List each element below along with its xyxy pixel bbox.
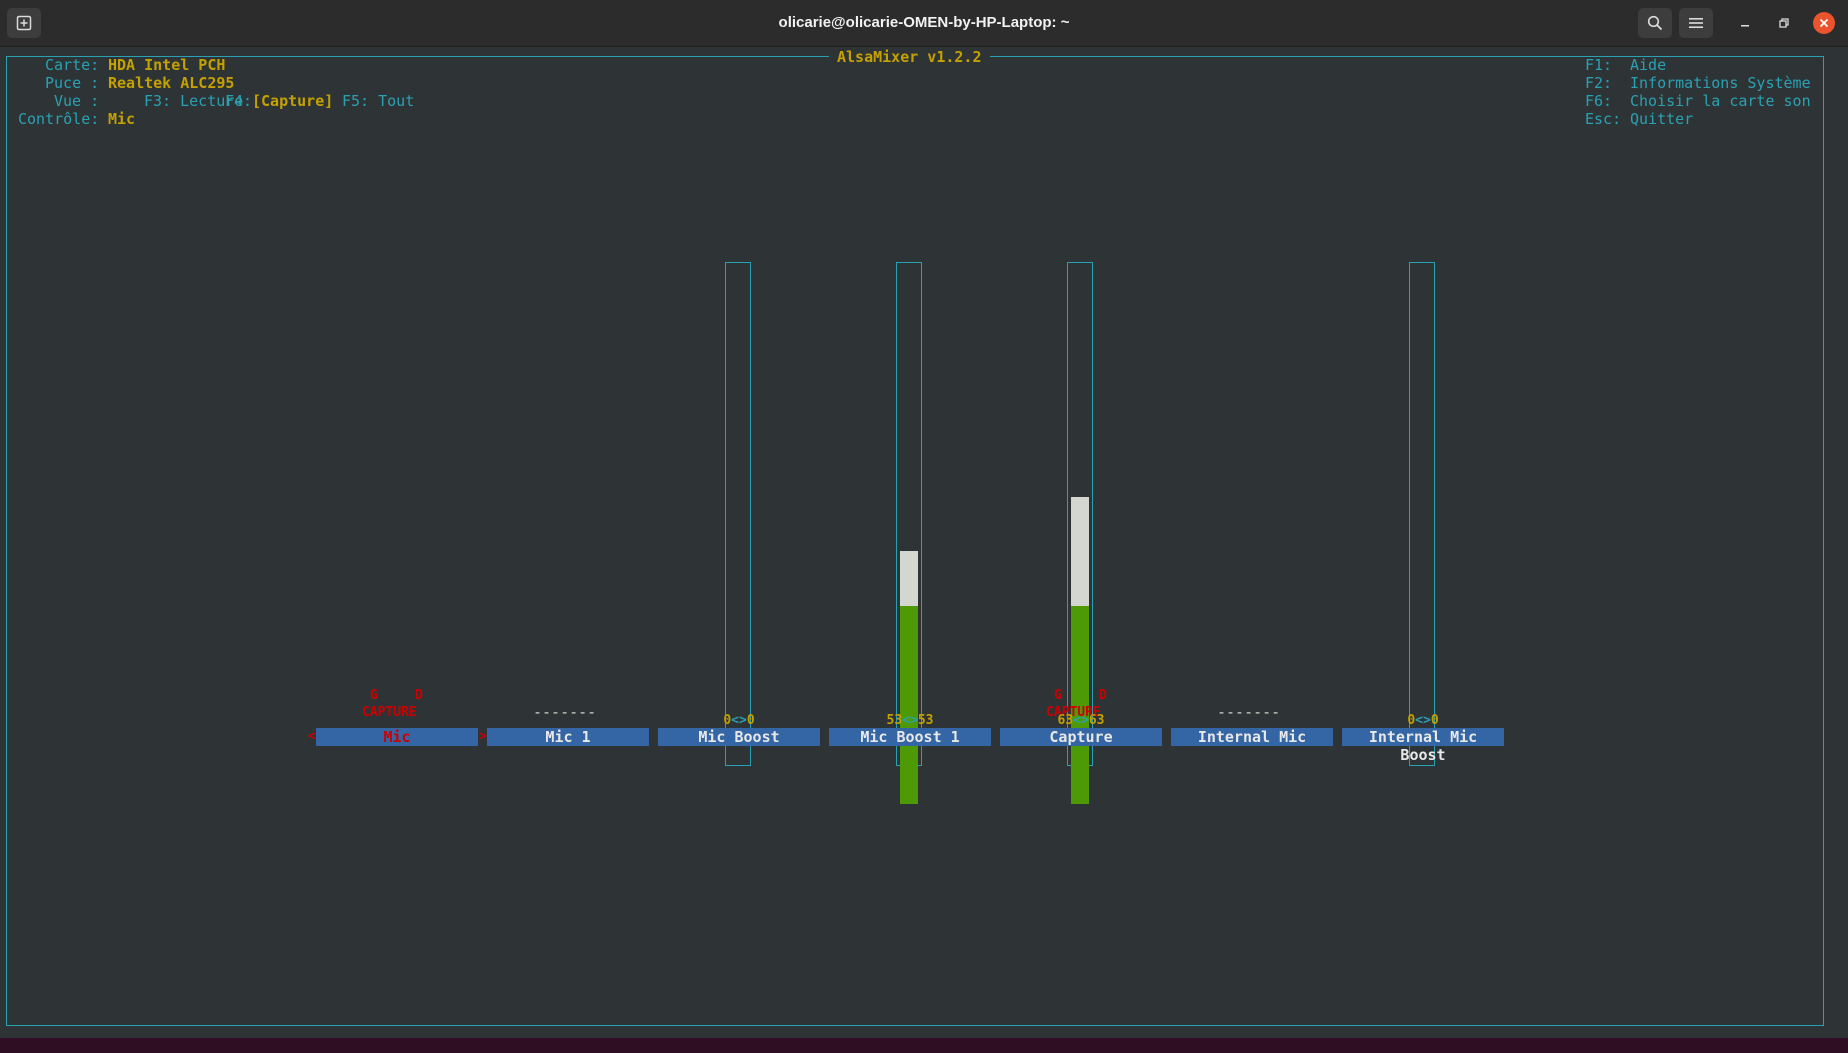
- mic-boost-volume-bar[interactable]: [725, 262, 751, 766]
- channel-mic-boost[interactable]: Mic Boost: [658, 728, 820, 746]
- chip-label: Puce :: [45, 74, 100, 92]
- mic-boost-value-right: 0: [746, 713, 755, 728]
- search-icon: [1647, 15, 1663, 31]
- mic-boost-value-sep: <>: [731, 713, 747, 728]
- help-text-esc: Quitter: [1630, 110, 1694, 128]
- new-tab-icon: [16, 15, 32, 31]
- minimize-icon: [1741, 25, 1749, 27]
- mic-select-left-mark: <: [308, 729, 316, 744]
- card-value: HDA Intel PCH: [108, 56, 226, 74]
- mic-boost-1-value-sep: <>: [902, 713, 918, 728]
- mic-boost-1-level-white: [900, 551, 918, 606]
- channel-capture[interactable]: Capture: [1000, 728, 1162, 746]
- view-f4-key: F4:: [225, 92, 253, 110]
- capture-value-right: 63: [1088, 713, 1105, 728]
- help-key-f2: F2:: [1585, 74, 1613, 92]
- mic-boost-1-level-green: [900, 606, 918, 804]
- mic-lr-right: D: [415, 688, 423, 703]
- window-title: olicarie@olicarie-OMEN-by-HP-Laptop: ~: [778, 14, 1070, 31]
- internal-mic-boost-value: 0<>0: [1342, 713, 1504, 729]
- channel-internal-mic-boost[interactable]: Internal Mic Boost: [1342, 728, 1504, 764]
- new-tab-button[interactable]: [7, 8, 41, 38]
- mic-select-right-mark: >: [479, 729, 487, 744]
- close-button[interactable]: [1813, 12, 1835, 34]
- terminal-area[interactable]: AlsaMixer v1.2.2 Carte: HDA Intel PCH Pu…: [0, 47, 1848, 1038]
- help-text-f6: Choisir la carte son: [1630, 92, 1811, 110]
- channel-mic-boost-1[interactable]: Mic Boost 1: [829, 728, 991, 746]
- help-text-f2: Informations Système: [1630, 74, 1811, 92]
- mic1-inactive-dashes: -------: [533, 703, 597, 721]
- view-label: Vue :: [54, 92, 100, 110]
- minimize-button[interactable]: [1735, 13, 1755, 33]
- chip-value: Realtek ALC295: [108, 74, 235, 92]
- internal-mic-boost-value-sep: <>: [1415, 713, 1431, 728]
- control-label: Contrôle:: [18, 110, 100, 128]
- channel-internal-mic[interactable]: Internal Mic: [1171, 728, 1333, 746]
- mic-boost-1-value: 53<>53: [829, 713, 991, 729]
- help-key-f6: F6:: [1585, 92, 1613, 110]
- close-icon: [1819, 18, 1829, 28]
- channel-mic-1[interactable]: Mic 1: [487, 728, 649, 746]
- mic-lr-left: G: [370, 688, 378, 703]
- control-value: Mic: [108, 110, 136, 128]
- mic-boost-value-left: 0: [723, 713, 732, 728]
- capture-lr-left: G: [1054, 688, 1062, 703]
- mic-boost-value: 0<>0: [658, 713, 820, 729]
- desktop-bottom-strip: [0, 1038, 1848, 1053]
- mic-capture-flag[interactable]: CAPTURE: [362, 705, 417, 720]
- card-label: Carte:: [45, 56, 100, 74]
- view-f5: F5: Tout: [342, 92, 415, 110]
- channel-mic[interactable]: Mic: [316, 728, 478, 746]
- search-button[interactable]: [1638, 8, 1672, 38]
- capture-lr-right: D: [1099, 688, 1107, 703]
- help-text-f1: Aide: [1630, 56, 1667, 74]
- view-f3: F3: Lecture: [144, 92, 244, 110]
- window-titlebar: olicarie@olicarie-OMEN-by-HP-Laptop: ~: [0, 0, 1848, 47]
- internal-mic-boost-volume-bar[interactable]: [1409, 262, 1435, 766]
- menu-button[interactable]: [1679, 8, 1713, 38]
- capture-value-sep: <>: [1073, 713, 1089, 728]
- hamburger-menu-icon: [1689, 18, 1703, 28]
- internal-mic-inactive-dashes: -------: [1217, 703, 1281, 721]
- capture-level-white: [1071, 497, 1089, 606]
- help-key-esc: Esc:: [1585, 110, 1622, 128]
- capture-value: 63<>63: [1000, 713, 1162, 729]
- mic-boost-1-value-right: 53: [917, 713, 934, 728]
- alsamixer-title: AlsaMixer v1.2.2: [829, 48, 990, 66]
- capture-level-green: [1071, 606, 1089, 804]
- mic-boost-1-value-left: 53: [886, 713, 903, 728]
- capture-capture-flag[interactable]: CAPTURE: [1046, 705, 1101, 720]
- help-key-f1: F1:: [1585, 56, 1613, 74]
- maximize-icon: [1779, 18, 1789, 28]
- maximize-button[interactable]: [1774, 13, 1794, 33]
- internal-mic-boost-value-left: 0: [1407, 713, 1416, 728]
- view-f4-value: [Capture]: [252, 92, 334, 110]
- internal-mic-boost-value-right: 0: [1430, 713, 1439, 728]
- capture-value-left: 63: [1057, 713, 1074, 728]
